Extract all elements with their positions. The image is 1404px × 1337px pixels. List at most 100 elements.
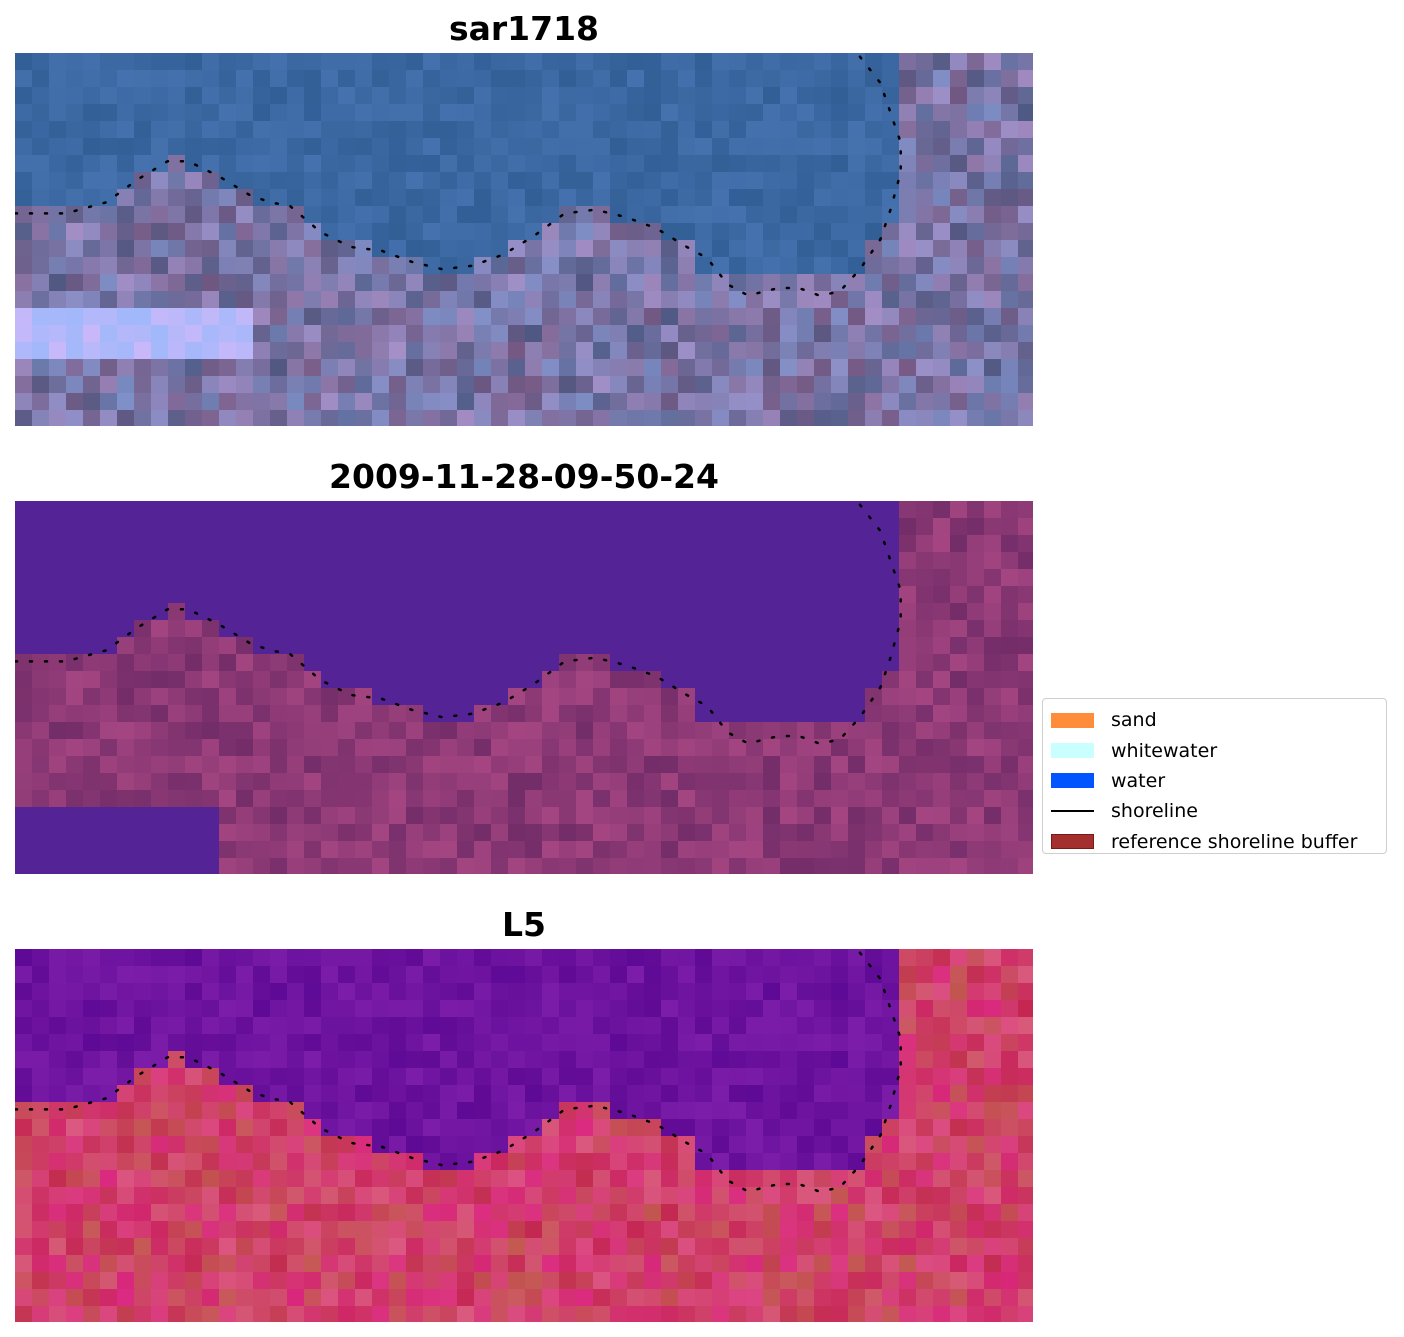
image-pixel xyxy=(457,206,475,224)
image-pixel xyxy=(950,189,968,207)
image-pixel xyxy=(984,410,1002,426)
image-pixel xyxy=(15,807,33,825)
image-pixel xyxy=(32,535,50,553)
image-pixel xyxy=(831,756,849,774)
image-pixel xyxy=(32,586,50,604)
image-pixel xyxy=(66,1170,84,1188)
image-pixel xyxy=(117,121,135,139)
image-pixel xyxy=(984,393,1002,411)
image-pixel xyxy=(848,121,866,139)
image-pixel xyxy=(576,393,594,411)
image-pixel xyxy=(780,1306,798,1322)
image-pixel xyxy=(899,1102,917,1120)
image-pixel xyxy=(1001,552,1019,570)
image-pixel xyxy=(661,53,679,71)
image-pixel xyxy=(712,671,730,689)
image-pixel xyxy=(151,1170,169,1188)
image-pixel xyxy=(117,552,135,570)
image-pixel xyxy=(338,637,356,655)
image-pixel xyxy=(270,518,288,536)
image-pixel xyxy=(457,552,475,570)
image-pixel xyxy=(814,1238,832,1256)
image-pixel xyxy=(899,155,917,173)
image-pixel xyxy=(117,1034,135,1052)
image-pixel xyxy=(763,824,781,842)
image-pixel xyxy=(797,240,815,258)
image-pixel xyxy=(253,569,271,587)
image-pixel xyxy=(627,138,645,156)
image-pixel xyxy=(270,70,288,88)
image-pixel xyxy=(729,603,747,621)
image-pixel xyxy=(559,790,577,808)
image-pixel xyxy=(287,739,305,757)
image-pixel xyxy=(423,206,441,224)
image-pixel xyxy=(508,1289,526,1307)
image-pixel xyxy=(627,291,645,309)
image-pixel xyxy=(865,1000,883,1018)
image-pixel xyxy=(66,966,84,984)
image-pixel xyxy=(865,1153,883,1171)
image-pixel xyxy=(610,1238,628,1256)
image-pixel xyxy=(168,189,186,207)
image-pixel xyxy=(950,308,968,326)
image-pixel xyxy=(1001,1102,1019,1120)
image-pixel xyxy=(151,552,169,570)
image-pixel xyxy=(678,552,696,570)
image-pixel xyxy=(882,121,900,139)
image-pixel xyxy=(882,53,900,71)
image-pixel xyxy=(865,121,883,139)
image-pixel xyxy=(593,1000,611,1018)
image-pixel xyxy=(457,1238,475,1256)
image-pixel xyxy=(49,671,67,689)
image-pixel xyxy=(474,620,492,638)
image-pixel xyxy=(780,274,798,292)
image-pixel xyxy=(508,535,526,553)
image-pixel xyxy=(610,70,628,88)
image-pixel xyxy=(287,1017,305,1035)
image-pixel xyxy=(1018,53,1033,71)
image-pixel xyxy=(763,172,781,190)
image-pixel xyxy=(423,671,441,689)
image-pixel xyxy=(32,1102,50,1120)
image-pixel xyxy=(627,501,645,519)
image-pixel xyxy=(831,1170,849,1188)
image-pixel xyxy=(831,393,849,411)
image-pixel xyxy=(1018,1034,1033,1052)
image-pixel xyxy=(440,138,458,156)
image-pixel xyxy=(236,722,254,740)
image-pixel xyxy=(491,172,509,190)
image-pixel xyxy=(661,121,679,139)
image-pixel xyxy=(950,1085,968,1103)
image-pixel xyxy=(967,70,985,88)
image-pixel xyxy=(542,1272,560,1290)
image-pixel xyxy=(984,1102,1002,1120)
image-pixel xyxy=(1018,603,1033,621)
image-pixel xyxy=(746,824,764,842)
image-pixel xyxy=(355,841,373,859)
image-pixel xyxy=(984,308,1002,326)
image-pixel xyxy=(559,1136,577,1154)
image-pixel xyxy=(406,359,424,377)
image-pixel xyxy=(457,637,475,655)
image-pixel xyxy=(253,586,271,604)
image-pixel xyxy=(389,274,407,292)
image-pixel xyxy=(559,1170,577,1188)
image-pixel xyxy=(644,1000,662,1018)
image-pixel xyxy=(49,104,67,122)
image-pixel xyxy=(202,824,220,842)
image-pixel xyxy=(202,308,220,326)
image-pixel xyxy=(219,291,237,309)
image-pixel xyxy=(763,1221,781,1239)
image-pixel xyxy=(848,1034,866,1052)
image-pixel xyxy=(134,807,152,825)
image-pixel xyxy=(797,671,815,689)
image-pixel xyxy=(576,688,594,706)
image-pixel xyxy=(712,1034,730,1052)
image-pixel xyxy=(219,790,237,808)
image-pixel xyxy=(746,966,764,984)
image-pixel xyxy=(66,1272,84,1290)
image-pixel xyxy=(32,223,50,241)
image-pixel xyxy=(304,291,322,309)
image-pixel xyxy=(661,535,679,553)
image-pixel xyxy=(508,1034,526,1052)
